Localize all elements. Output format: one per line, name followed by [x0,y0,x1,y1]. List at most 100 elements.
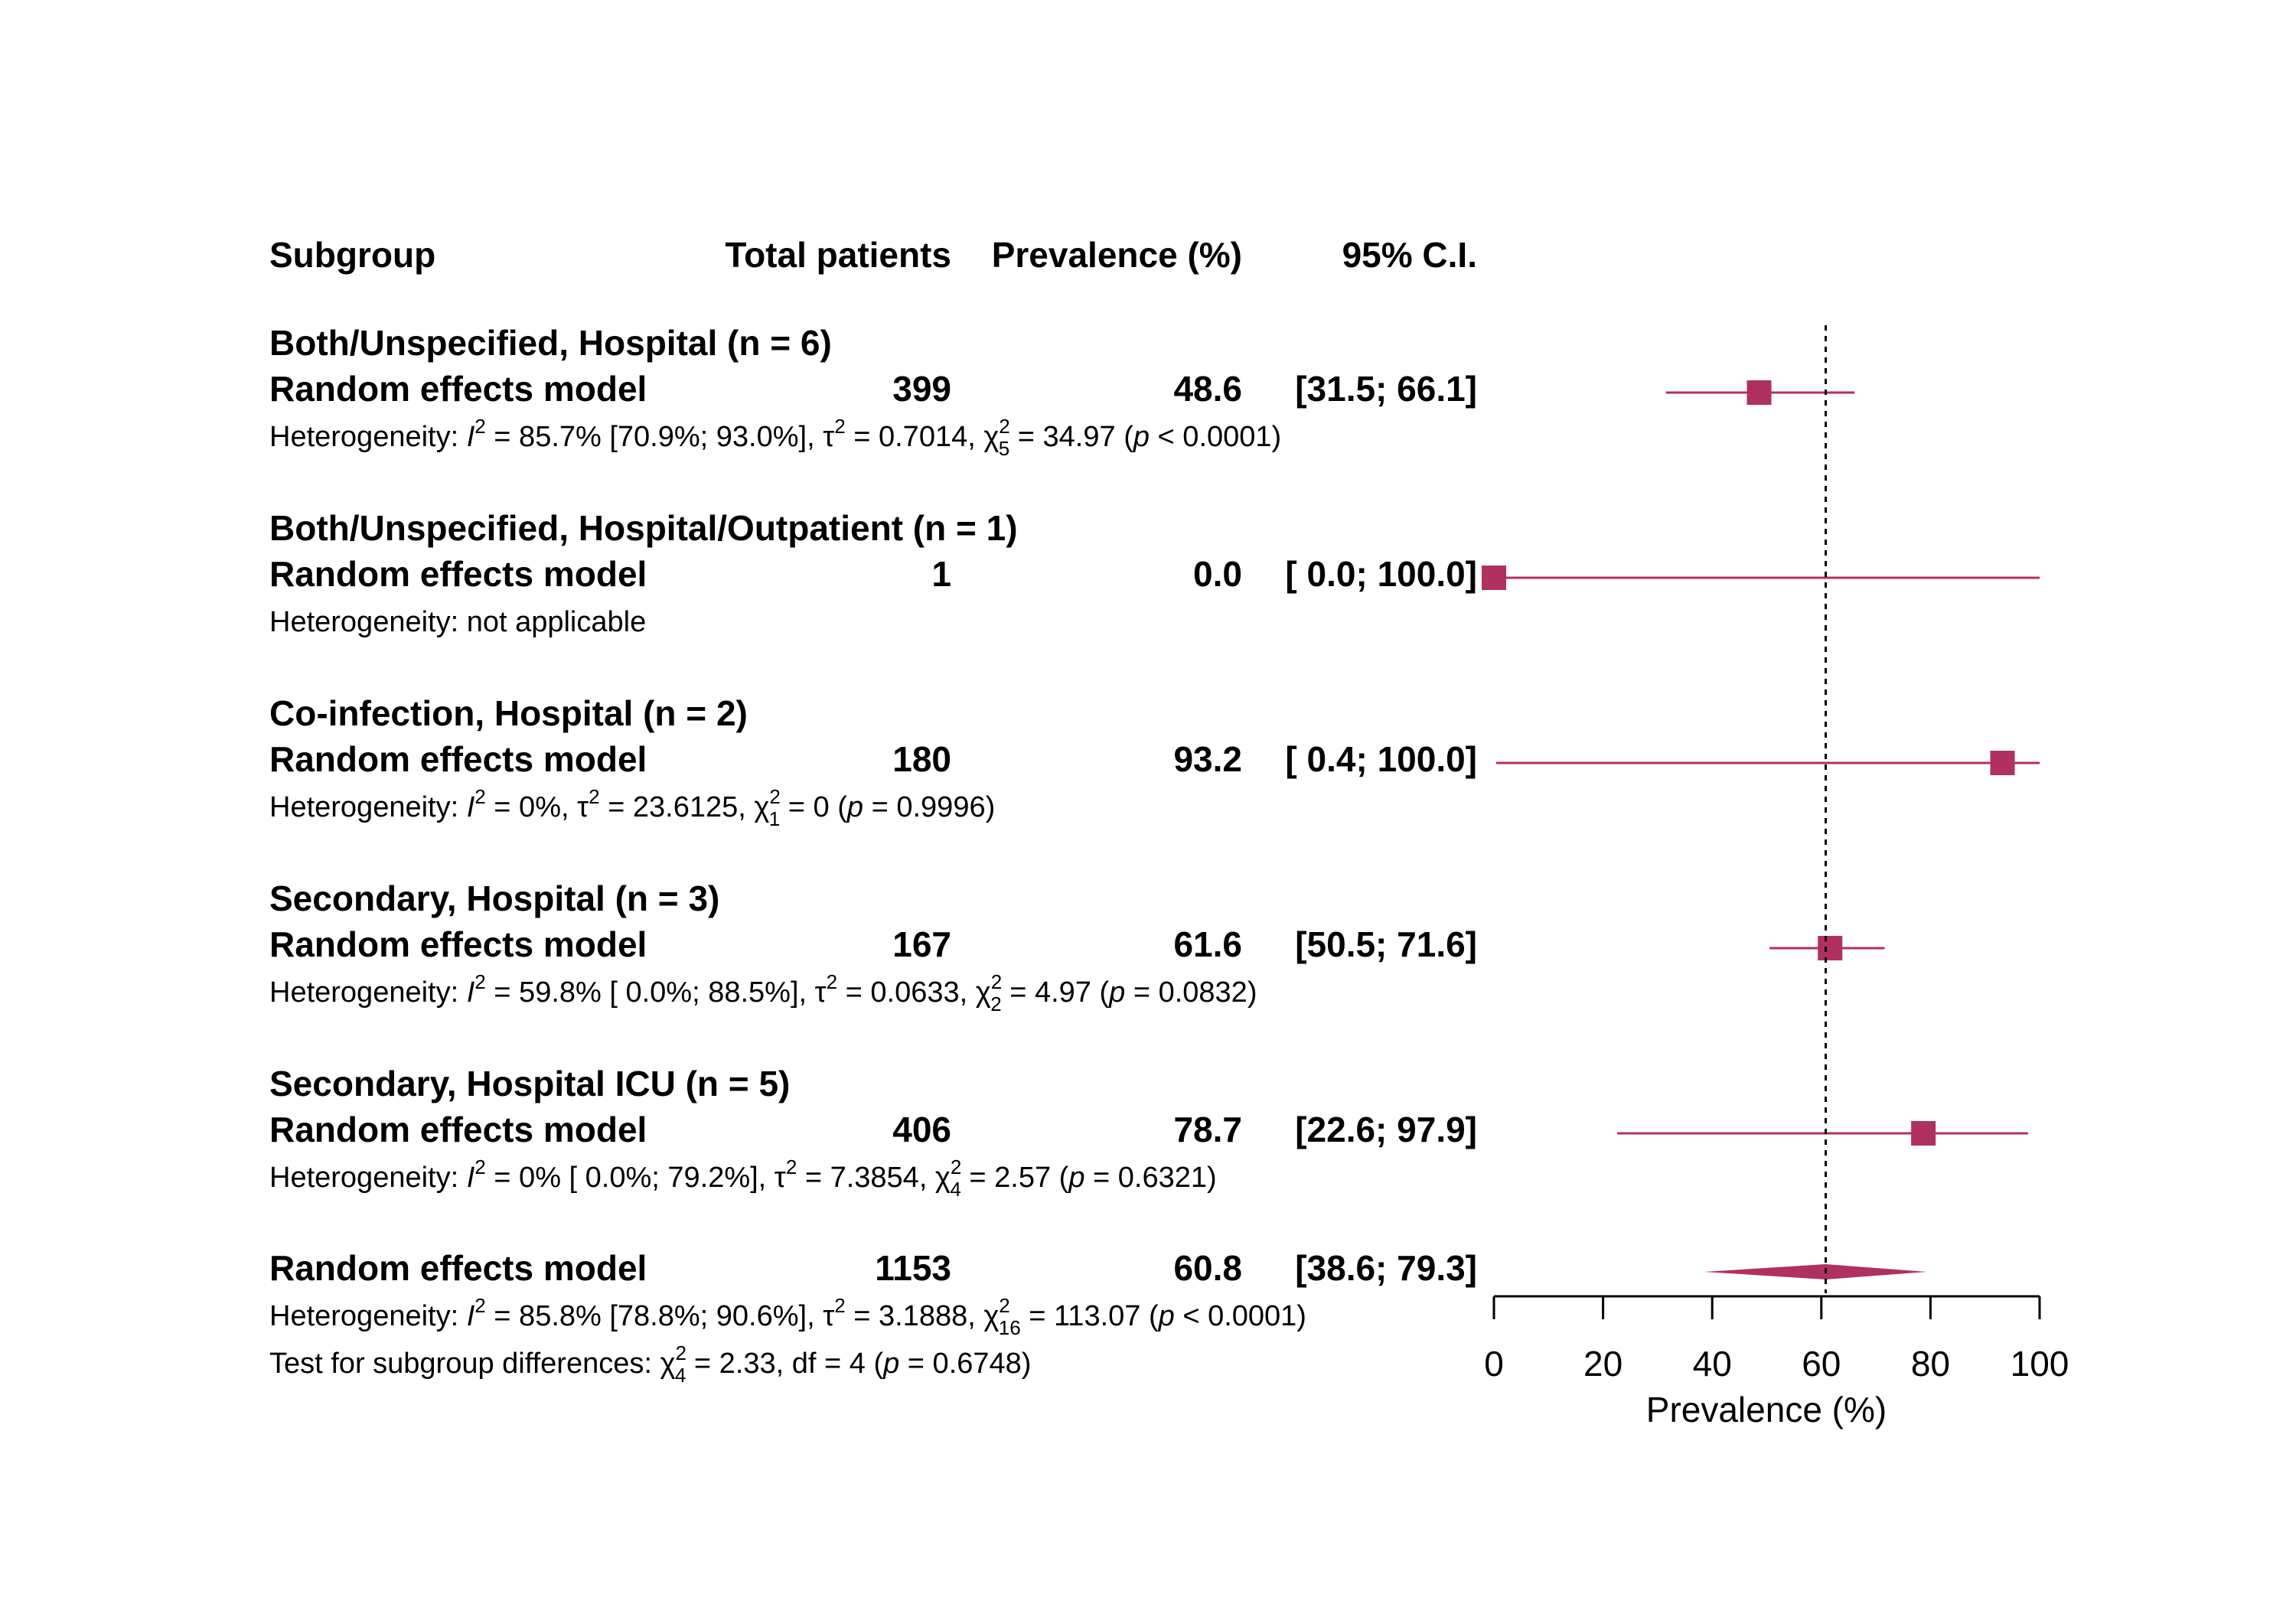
heterogeneity-text: Heterogeneity: I2 = 85.7% [70.9%; 93.0%]… [269,415,1281,460]
subgroup-test-text: Test for subgroup differences: χ2 4 = 2.3… [269,1341,1031,1387]
heterogeneity-text-part: 2 [827,970,837,993]
heterogeneity-text-part: = 23.6125, χ [600,791,770,823]
heterogeneity-text-part: I [467,976,475,1009]
total-patients-value: 167 [892,924,951,964]
subgroup-title: Both/Unspecified, Hospital/Outpatient (n… [269,508,1018,548]
heterogeneity-text-part: 2 [475,785,485,808]
estimate-marker [1990,751,2015,775]
heterogeneity-text-part: 2 [475,970,485,993]
overall-heterogeneity-text-part: 2 [834,1294,845,1317]
heterogeneity-text: Heterogeneity: I2 = 0% [ 0.0%; 79.2%], τ… [269,1156,1217,1201]
heterogeneity-text-part: Heterogeneity: not applicable [269,606,646,638]
heterogeneity-text-part: Heterogeneity: [269,791,467,823]
heterogeneity-text-part: = 0.0633, χ [837,976,991,1009]
heterogeneity-text-part: = 7.3854, χ [797,1162,951,1194]
heterogeneity-text-part: 2 [999,415,1009,438]
heterogeneity-text: Heterogeneity: not applicable [269,606,646,638]
model-label: Random effects model [269,554,647,594]
header-total-patients: Total patients [725,235,951,275]
heterogeneity-text-part: = 0.0832) [1125,976,1257,1009]
heterogeneity-text-part: 5 [999,437,1009,460]
model-label: Random effects model [269,739,647,779]
estimate-marker [1482,566,1506,590]
x-tick-label: 80 [1911,1344,1950,1384]
x-axis: 0 20 40 60 80 100 Prevalence (%) [1484,1295,2069,1429]
heterogeneity-text-part: 1 [769,807,780,830]
subgroup-title: Secondary, Hospital ICU (n = 5) [269,1064,790,1103]
total-patients-value: 180 [892,739,951,779]
subgroup-test-text-part: p [882,1348,899,1380]
prevalence-value: 78.7 [1173,1110,1242,1149]
heterogeneity-text-part: = 4.97 ( [1002,976,1110,1009]
heterogeneity-text-part: I [467,791,475,823]
header-subgroup: Subgroup [269,235,435,275]
heterogeneity-text-part: < 0.0001) [1150,421,1281,453]
overall-diamond [1704,1264,1927,1279]
x-tick-label: 0 [1484,1344,1504,1384]
overall-heterogeneity-text-part: Heterogeneity: [269,1300,467,1332]
heterogeneity-text-part: = 0% [ 0.0%; 79.2%], τ [486,1162,786,1194]
heterogeneity-text-part: = 59.8% [ 0.0%; 88.5%], τ [486,976,827,1009]
ci-value: [ 0.4; 100.0] [1285,739,1477,779]
heterogeneity-text-part: = 0.9996) [863,791,995,823]
overall-heterogeneity-text-part: = 85.8% [78.8%; 90.6%], τ [486,1300,834,1332]
overall-heterogeneity-text-part: 2 [999,1294,1009,1317]
heterogeneity-text: Heterogeneity: I2 = 0%, τ2 = 23.6125, χ2… [269,785,995,830]
subgroup-title: Secondary, Hospital (n = 3) [269,878,719,918]
heterogeneity-text-part: 2 [589,785,599,808]
heterogeneity-text-part: = 0.7014, χ [846,421,1000,453]
heterogeneity-text-part: I [467,421,475,453]
overall-ci-value: [38.6; 79.3] [1295,1248,1477,1288]
heterogeneity-text-part: = 0%, τ [486,791,589,823]
overall-heterogeneity-text-part: 2 [475,1294,485,1317]
heterogeneity-text-part: 2 [769,785,780,808]
heterogeneity-text-part: 2 [475,415,485,438]
overall-heterogeneity-text-part: 16 [999,1316,1021,1339]
prevalence-value: 61.6 [1173,924,1242,964]
subgroup-test-text-part: 2 [675,1341,686,1364]
x-tick-label: 60 [1802,1344,1841,1384]
x-axis-label: Prevalence (%) [1646,1390,1887,1429]
x-tick-label: 100 [2011,1344,2069,1384]
prevalence-value: 0.0 [1193,554,1242,594]
estimate-marker [1911,1121,1936,1146]
overall-model-label: Random effects model [269,1248,647,1288]
total-patients-value: 406 [892,1110,951,1149]
ci-value: [22.6; 97.9] [1295,1110,1477,1149]
heterogeneity-text-part: 2 [991,970,1002,993]
ci-value: [31.5; 66.1] [1295,369,1477,409]
heterogeneity-text-part: I [467,1162,475,1194]
header-ci: 95% C.I. [1342,235,1477,275]
estimate-marker [1818,936,1843,960]
ci-value: [50.5; 71.6] [1295,924,1477,964]
heterogeneity-text-part: = 34.97 ( [1009,421,1133,453]
heterogeneity-text-part: 2 [475,1156,485,1178]
heterogeneity-text-part: p [1068,1162,1084,1194]
heterogeneity-text-part: p [1108,976,1125,1009]
heterogeneity-text-part: 2 [786,1156,797,1178]
heterogeneity-text-part: 2 [834,415,845,438]
overall-heterogeneity-text-part: = 3.1888, χ [846,1300,1000,1332]
model-label: Random effects model [269,924,647,964]
heterogeneity-text-part: Heterogeneity: [269,976,467,1009]
overall-heterogeneity-text-part: = 113.07 ( [1021,1300,1159,1332]
heterogeneity-text-part: Heterogeneity: [269,421,467,453]
heterogeneity-text-part: = 0.6321) [1084,1162,1216,1194]
subgroup-test-text-part: Test for subgroup differences: χ [269,1348,675,1380]
header-prevalence: Prevalence (%) [992,235,1242,275]
prevalence-value: 93.2 [1173,739,1242,779]
x-tick-label: 20 [1583,1344,1623,1384]
heterogeneity-text-part: = 0 ( [780,791,847,823]
subgroup-title: Both/Unspecified, Hospital (n = 6) [269,323,832,363]
heterogeneity-text-part: = 85.7% [70.9%; 93.0%], τ [486,421,834,453]
subgroup-test-text-part: 4 [675,1364,686,1387]
heterogeneity-text-part: 2 [951,1156,961,1178]
model-label: Random effects model [269,369,647,409]
overall-heterogeneity-text: Heterogeneity: I2 = 85.8% [78.8%; 90.6%]… [269,1294,1306,1339]
heterogeneity-text-part: p [846,791,863,823]
total-patients-value: 1 [931,554,951,594]
overall-heterogeneity-text-part: p [1158,1300,1175,1332]
x-tick-label: 40 [1693,1344,1732,1384]
